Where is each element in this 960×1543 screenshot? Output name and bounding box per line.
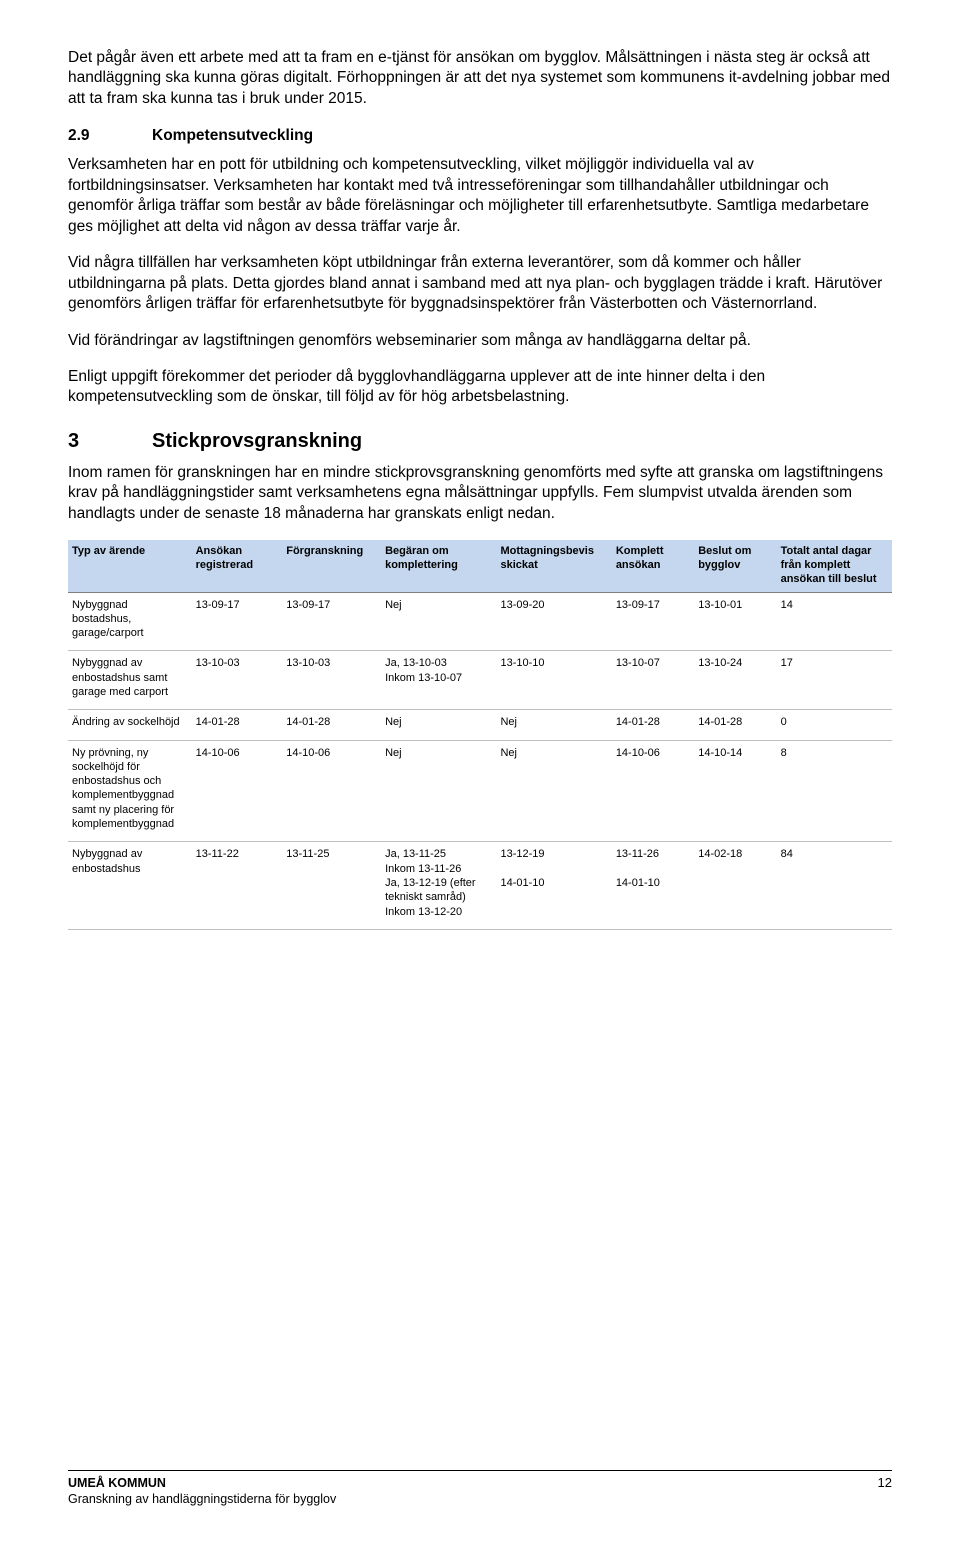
table-cell: Ändring av sockelhöjd	[68, 710, 192, 740]
section-heading-3: 3 Stickprovsgranskning	[68, 430, 892, 453]
table-cell: 13-09-20	[496, 592, 611, 651]
table-cell: 14-01-28	[282, 710, 381, 740]
table-cell: 13-10-01	[694, 592, 776, 651]
table-cell: Nej	[381, 710, 496, 740]
footer-page-number: 12	[878, 1475, 892, 1490]
footer-sub: Granskning av handläggningstiderna för b…	[68, 1491, 336, 1507]
table-cell: Nej	[381, 592, 496, 651]
table-row: Nybyggnad av enbostadshus13-11-2213-11-2…	[68, 842, 892, 929]
th-receipt: Mottagningsbevis skickat	[496, 540, 611, 592]
table-cell: Nej	[496, 740, 611, 842]
section-title: Kompetensutveckling	[152, 127, 313, 145]
table-cell: 14-10-06	[192, 740, 283, 842]
table-row: Nybyggnad bostadshus, garage/carport13-0…	[68, 592, 892, 651]
table-cell: 13-10-24	[694, 651, 776, 710]
th-compl: Komplett ansökan	[612, 540, 694, 592]
table-cell: Ja, 13-10-03Inkom 13-10-07	[381, 651, 496, 710]
table-cell: 13-09-17	[612, 592, 694, 651]
table-row: Nybyggnad av enbostadshus samt garage me…	[68, 651, 892, 710]
table-cell: 8	[777, 740, 892, 842]
th-total: Totalt antal dagar från komplett ansökan…	[777, 540, 892, 592]
table-cell: 14-10-14	[694, 740, 776, 842]
footer-org: UMEÅ KOMMUN	[68, 1475, 336, 1491]
section-title: Stickprovsgranskning	[152, 430, 362, 453]
table-cell: 14-01-28	[192, 710, 283, 740]
table-cell: 13-11-22	[192, 842, 283, 929]
table-cell: 14-01-28	[612, 710, 694, 740]
section-number: 2.9	[68, 127, 152, 145]
th-comp: Begäran om komplettering	[381, 540, 496, 592]
th-pre: Förgranskning	[282, 540, 381, 592]
table-row: Ändring av sockelhöjd14-01-2814-01-28Nej…	[68, 710, 892, 740]
paragraph: Det pågår även ett arbete med att ta fra…	[68, 48, 892, 109]
paragraph: Inom ramen för granskningen har en mindr…	[68, 463, 892, 524]
paragraph: Vid några tillfällen har verksamheten kö…	[68, 253, 892, 314]
table-cell: 13-11-25	[282, 842, 381, 929]
table-cell: Nybyggnad av enbostadshus samt garage me…	[68, 651, 192, 710]
section-number: 3	[68, 430, 152, 453]
table-cell: 13-10-07	[612, 651, 694, 710]
table-cell: 0	[777, 710, 892, 740]
table-cell: 14-01-28	[694, 710, 776, 740]
paragraph: Enligt uppgift förekommer det perioder d…	[68, 367, 892, 408]
paragraph: Verksamheten har en pott för utbildning …	[68, 155, 892, 237]
table-cell: 13-12-1914-01-10	[496, 842, 611, 929]
table-cell: Ny prövning, ny sockelhöjd för enbostads…	[68, 740, 192, 842]
table-cell: 13-10-03	[282, 651, 381, 710]
table-cell: 13-09-17	[192, 592, 283, 651]
th-decision: Beslut om bygglov	[694, 540, 776, 592]
table-cell: 14-02-18	[694, 842, 776, 929]
table-cell: Nybyggnad av enbostadshus	[68, 842, 192, 929]
table-cell: 13-09-17	[282, 592, 381, 651]
table-cell: Nybyggnad bostadshus, garage/carport	[68, 592, 192, 651]
paragraph: Vid förändringar av lagstiftningen genom…	[68, 331, 892, 351]
page-footer: UMEÅ KOMMUN Granskning av handläggningst…	[68, 1470, 892, 1508]
table-cell: 13-10-03	[192, 651, 283, 710]
table-cell: 13-10-10	[496, 651, 611, 710]
table-cell: Ja, 13-11-25Inkom 13-11-26Ja, 13-12-19 (…	[381, 842, 496, 929]
table-cell: Nej	[496, 710, 611, 740]
table-cell: 14-10-06	[612, 740, 694, 842]
table-cell: 17	[777, 651, 892, 710]
table-cell: 13-11-2614-01-10	[612, 842, 694, 929]
audit-sample-table: Typ av ärende Ansökan registrerad Förgra…	[68, 540, 892, 930]
table-row: Ny prövning, ny sockelhöjd för enbostads…	[68, 740, 892, 842]
table-cell: 84	[777, 842, 892, 929]
table-cell: 14	[777, 592, 892, 651]
th-reg: Ansökan registrerad	[192, 540, 283, 592]
th-type: Typ av ärende	[68, 540, 192, 592]
table-cell: 14-10-06	[282, 740, 381, 842]
section-heading-2-9: 2.9 Kompetensutveckling	[68, 127, 892, 145]
table-header-row: Typ av ärende Ansökan registrerad Förgra…	[68, 540, 892, 592]
table-cell: Nej	[381, 740, 496, 842]
